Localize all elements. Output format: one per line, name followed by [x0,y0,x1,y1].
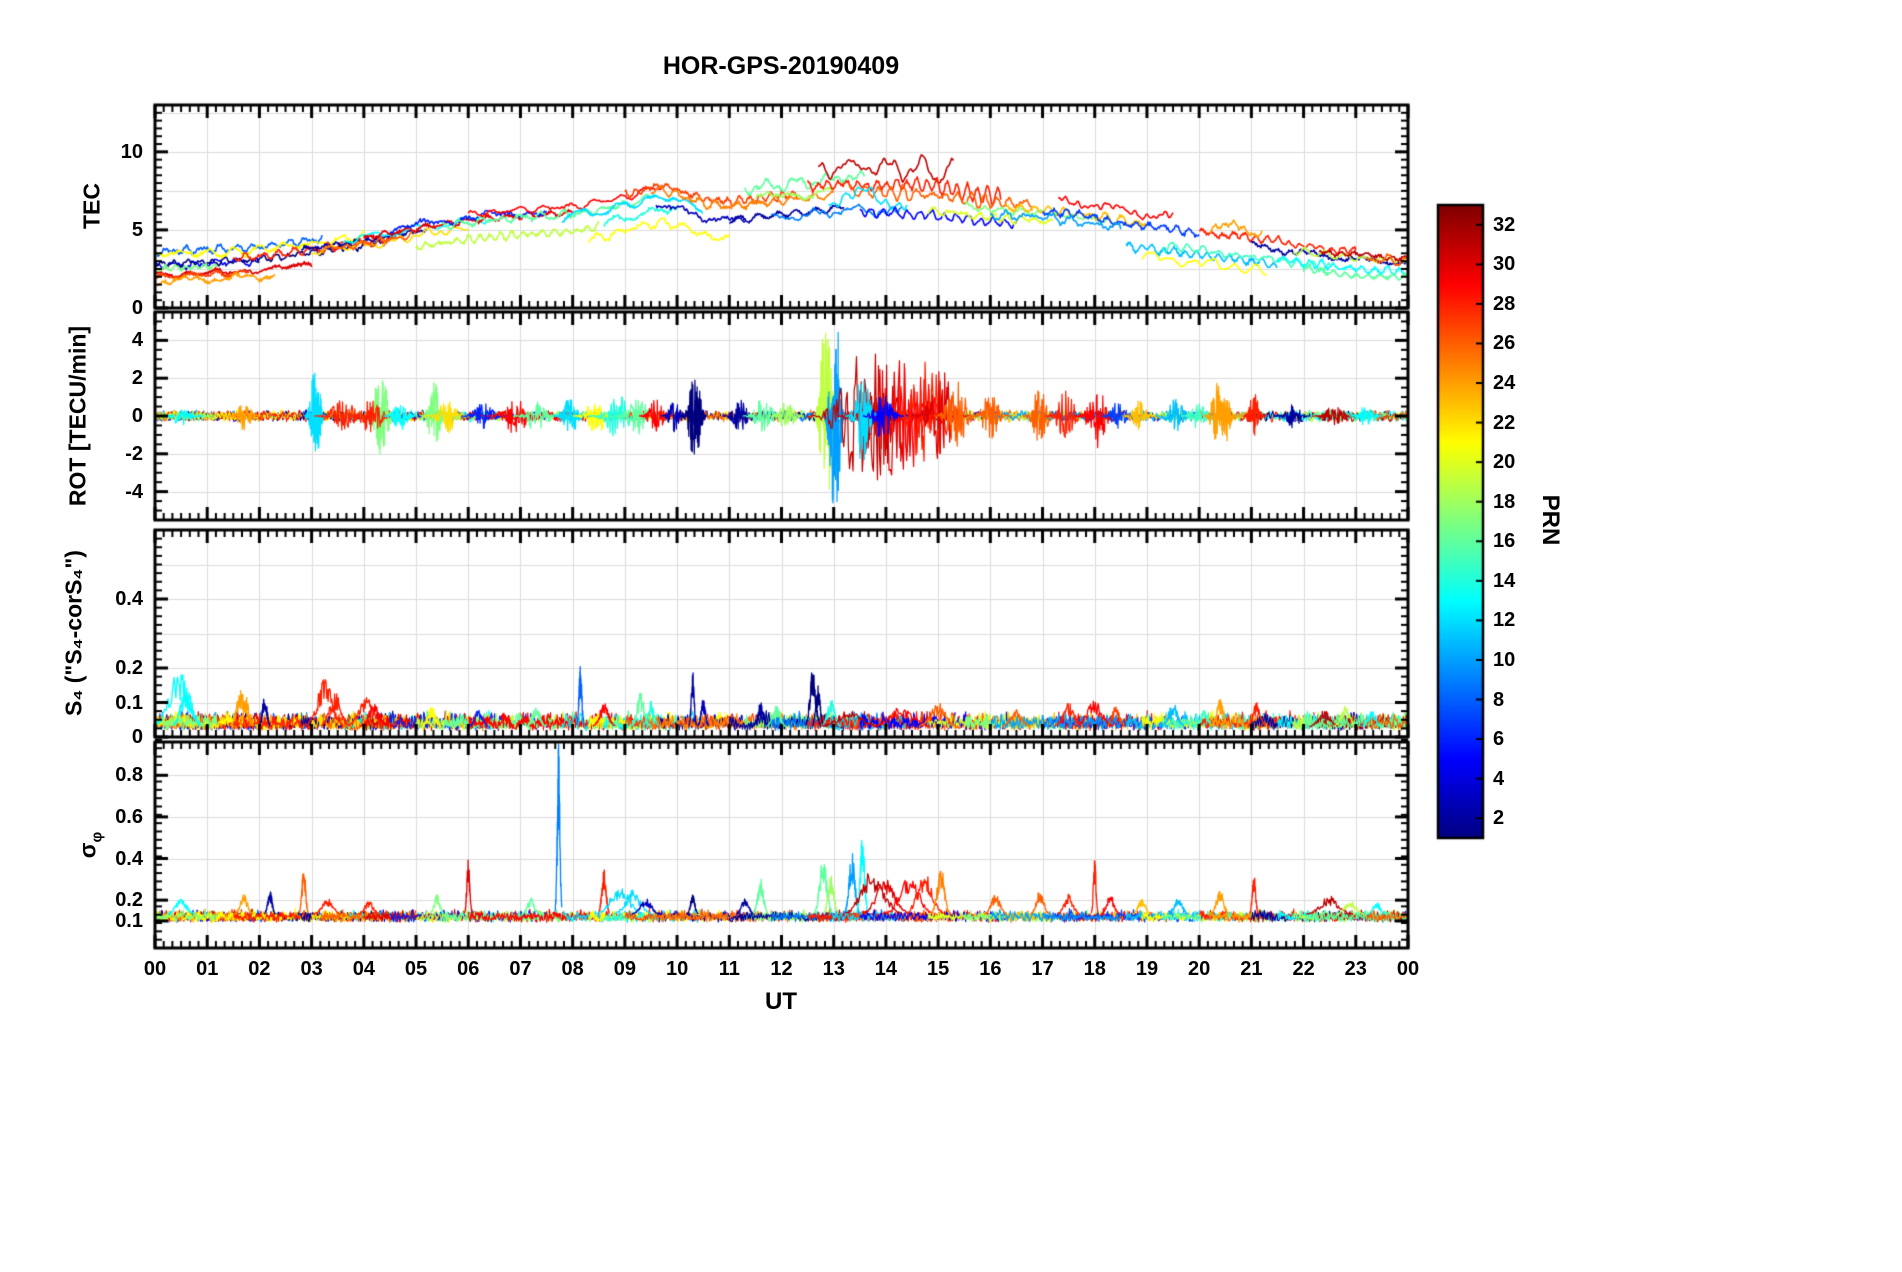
y-tick-label: 0.2 [115,657,143,679]
y-tick-label: 0 [131,726,143,748]
y-tick-label: 0.8 [115,764,143,787]
x-tick-label: 00 [1396,958,1420,980]
x-tick-label: 15 [927,958,950,980]
y-tick-label: 10 [120,140,143,163]
x-tick-label: 06 [457,958,480,980]
phi-subscript: φ [88,831,106,843]
y-tick-label: 0.4 [115,847,143,870]
colorbar-tick-label: 14 [1493,569,1516,592]
y-tick-label: 0.6 [115,805,143,828]
x-tick-label: 10 [665,958,689,980]
colorbar-tick-label: 18 [1493,490,1516,513]
x-tick-label: 00 [143,958,167,980]
colorbar-tick-label: 2 [1493,807,1505,830]
colorbar-tick-label: 12 [1493,609,1516,632]
x-tick-label: 17 [1031,958,1054,980]
x-tick-label: 08 [561,958,584,980]
x-tick-label: 23 [1344,958,1367,980]
colorbar-tick-label: 32 [1493,213,1516,236]
x-tick-label: 01 [196,958,219,980]
colorbar-tick-label: 8 [1493,688,1505,711]
x-axis-label: UT [765,988,797,1015]
y-tick-label: 0 [131,297,143,319]
colorbar-tick-label: 30 [1493,253,1516,276]
x-tick-label: 21 [1240,958,1263,980]
x-tick-label: 09 [613,958,636,980]
colorbar-tick-label: 10 [1493,648,1516,671]
colorbar-tick-label: 4 [1493,767,1505,790]
colorbar-tick-label: 28 [1493,292,1516,315]
y-tick-label: 0.4 [115,588,143,610]
colorbar-tick-label: 26 [1493,332,1516,355]
y-tick-label: -4 [125,480,143,503]
colorbar-tick-label: 16 [1493,530,1516,553]
y-tick-label: 0.1 [115,691,143,714]
y-tick-label: 0 [131,405,143,427]
colorbar-label: PRN [1537,494,1564,546]
x-tick-label: 18 [1083,958,1106,980]
x-tick-label: 05 [404,958,428,980]
y-tick-label: 5 [131,218,143,241]
y-tick-label: 2 [131,367,143,390]
colorbar-tick-label: 22 [1493,411,1516,434]
x-tick-label: 20 [1188,958,1211,980]
x-tick-label: 07 [509,958,532,980]
colorbar-tick-label: 6 [1493,728,1505,751]
y-tick-label: 0.2 [115,889,143,912]
x-tick-label: 13 [822,958,845,980]
x-tick-label: 16 [979,958,1002,980]
x-tick-label: 12 [770,958,793,980]
x-tick-label: 22 [1292,958,1315,980]
y-tick-label: 0.1 [115,909,143,932]
colorbar-tick-label: 20 [1493,451,1516,474]
x-tick-label: 11 [718,958,740,980]
x-tick-label: 04 [352,958,375,980]
x-tick-label: 19 [1135,958,1159,980]
y-tick-label: 4 [131,329,143,352]
x-tick-label: 14 [874,958,898,980]
x-tick-label: 03 [300,958,323,980]
chart-title: HOR-GPS-20190409 [662,52,900,80]
y-tick-label: -2 [125,442,143,465]
colorbar-tick-label: 24 [1493,372,1516,395]
x-tick-label: 02 [248,958,271,980]
